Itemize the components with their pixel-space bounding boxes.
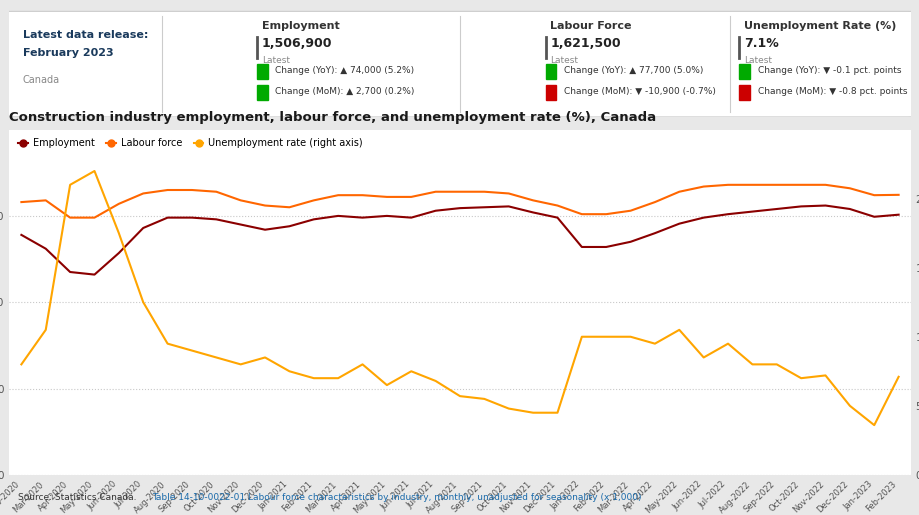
Bar <box>739 85 750 100</box>
Text: Labour Force: Labour Force <box>550 21 631 31</box>
Text: Latest: Latest <box>743 56 771 65</box>
Text: Latest: Latest <box>550 56 577 65</box>
Text: Employment: Employment <box>261 21 339 31</box>
Text: Latest data release:: Latest data release: <box>23 30 148 40</box>
Bar <box>256 85 267 100</box>
FancyBboxPatch shape <box>3 11 916 117</box>
Legend: Employment, Labour force, Unemployment rate (right axis): Employment, Labour force, Unemployment r… <box>14 134 367 152</box>
Text: Source: Statistics Canada.: Source: Statistics Canada. <box>18 493 140 502</box>
Text: Change (MoM): ▲ 2,700 (0.2%): Change (MoM): ▲ 2,700 (0.2%) <box>275 87 414 96</box>
Bar <box>545 85 556 100</box>
Text: Canada: Canada <box>23 75 60 85</box>
Bar <box>256 64 267 79</box>
Text: 1,621,500: 1,621,500 <box>550 37 620 50</box>
Text: Unemployment Rate (%): Unemployment Rate (%) <box>743 21 895 31</box>
Text: 1,506,900: 1,506,900 <box>261 37 332 50</box>
Text: Change (YoY): ▼ -0.1 pct. points: Change (YoY): ▼ -0.1 pct. points <box>756 66 900 75</box>
Bar <box>739 64 750 79</box>
Text: Construction industry employment, labour force, and unemployment rate (%), Canad: Construction industry employment, labour… <box>9 111 655 124</box>
Text: February 2023: February 2023 <box>23 48 113 58</box>
Bar <box>545 64 556 79</box>
Text: 7.1%: 7.1% <box>743 37 777 50</box>
Text: Latest: Latest <box>261 56 289 65</box>
Text: Change (MoM): ▼ -0.8 pct. points: Change (MoM): ▼ -0.8 pct. points <box>756 87 906 96</box>
Text: Change (YoY): ▲ 74,000 (5.2%): Change (YoY): ▲ 74,000 (5.2%) <box>275 66 414 75</box>
Text: Change (MoM): ▼ -10,900 (-0.7%): Change (MoM): ▼ -10,900 (-0.7%) <box>563 87 715 96</box>
Text: Change (YoY): ▲ 77,700 (5.0%): Change (YoY): ▲ 77,700 (5.0%) <box>563 66 702 75</box>
Text: Table 14-10-0022-01 Labour force characteristics by industry, monthly, unadjuste: Table 14-10-0022-01 Labour force charact… <box>152 493 641 502</box>
